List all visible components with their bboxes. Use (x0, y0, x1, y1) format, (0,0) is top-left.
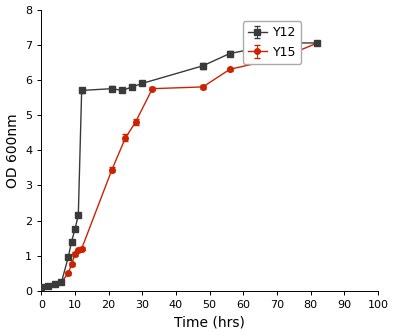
Legend: Y12, Y15: Y12, Y15 (243, 21, 301, 64)
X-axis label: Time (hrs): Time (hrs) (174, 316, 245, 329)
Y-axis label: OD 600nm: OD 600nm (6, 113, 20, 188)
